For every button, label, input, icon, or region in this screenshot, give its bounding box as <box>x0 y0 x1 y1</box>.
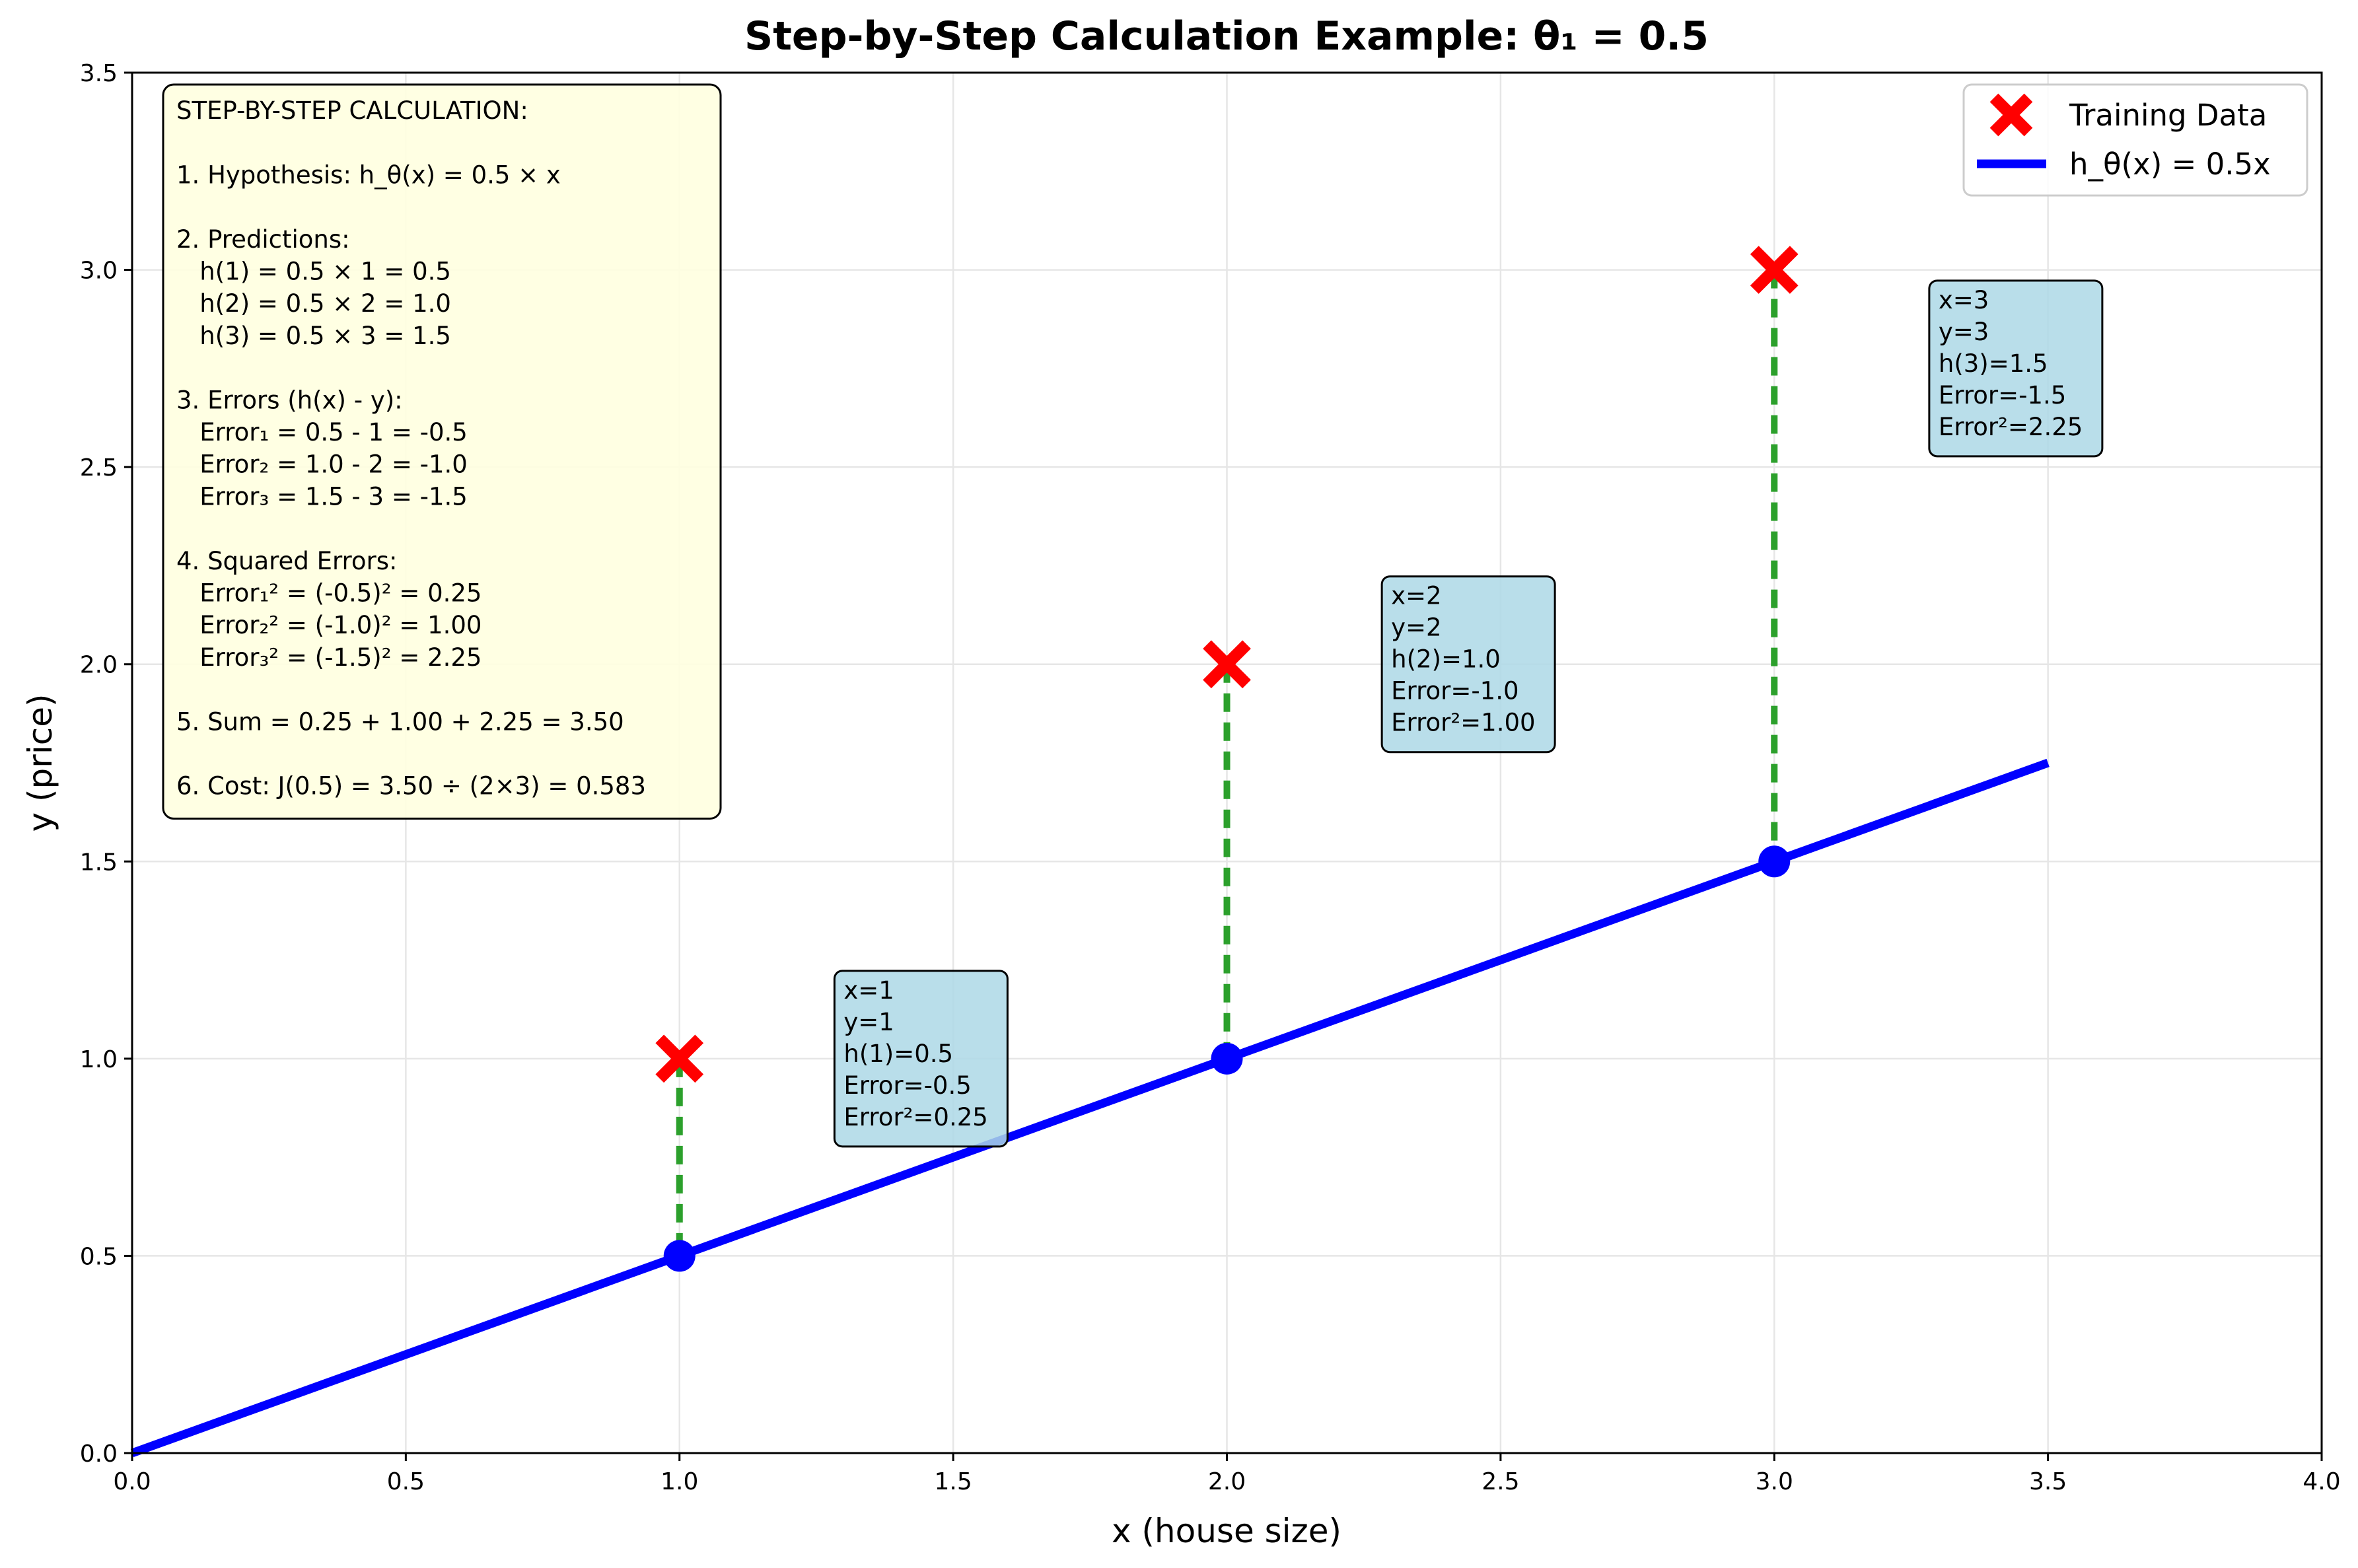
annotation-text: y=3 <box>1939 318 1989 346</box>
annotation-box: x=3 y=3 h(3)=1.5 Error=-1.5 Error²=2.25 <box>1928 279 2104 458</box>
prediction-point <box>663 1240 696 1272</box>
x-tick-label: 0.0 <box>113 1468 151 1495</box>
annotation-box: x=1 y=1 h(1)=0.5 Error=-0.5 Error²=0.25 <box>833 970 1009 1148</box>
annotation-text: h(2)=1.0 <box>1391 645 1501 674</box>
calculation-line: h(1) = 0.5 × 1 = 0.5 <box>176 258 451 286</box>
legend-label-training-data: Training Data <box>2069 98 2267 133</box>
x-axis-label: x (house size) <box>1112 1512 1341 1550</box>
annotation-box: x=2 y=2 h(2)=1.0 Error=-1.0 Error²=1.00 <box>1380 575 1556 754</box>
training-point <box>1750 246 1799 294</box>
x-tick-label: 0.5 <box>387 1468 425 1495</box>
y-tick-label: 0.5 <box>80 1243 118 1270</box>
calculation-line: Error₃ = 1.5 - 3 = -1.5 <box>176 482 468 511</box>
x-tick-label: 3.0 <box>1756 1468 1793 1495</box>
calculation-line: h(3) = 0.5 × 3 = 1.5 <box>176 322 451 350</box>
training-points <box>655 246 1799 1083</box>
annotation-text: x=3 <box>1939 286 1989 314</box>
calculation-line: 6. Cost: J(0.5) = 3.50 ÷ (2×3) = 0.583 <box>176 772 646 801</box>
hypothesis-line-layer <box>130 758 2050 1458</box>
calculation-line: 3. Errors (h(x) - y): <box>176 386 403 414</box>
annotation-text: y=2 <box>1391 614 1441 642</box>
calculation-line: Error₂² = (-1.0)² = 1.00 <box>176 611 482 639</box>
calculation-line: 2. Predictions: <box>176 225 350 254</box>
annotation-text: h(3)=1.5 <box>1939 349 2048 378</box>
calculation-line: 1. Hypothesis: h_θ(x) = 0.5 × x <box>176 160 561 189</box>
calculation-line: h(2) = 0.5 × 2 = 1.0 <box>176 289 451 318</box>
y-tick-label: 1.5 <box>80 849 118 876</box>
prediction-point <box>1758 845 1791 878</box>
annotation-text: y=1 <box>843 1008 894 1036</box>
y-tick-label: 2.0 <box>80 652 118 679</box>
x-tick-label: 2.5 <box>1482 1468 1519 1495</box>
x-tick-label: 1.5 <box>934 1468 972 1495</box>
annotation-boxes: x=1 y=1 h(1)=0.5 Error=-0.5 Error²=0.25 x=2 y=… <box>833 279 2104 1148</box>
calculation-line: 4. Squared Errors: <box>176 547 398 575</box>
prediction-points <box>663 845 1791 1272</box>
calculation-line: Error₂ = 1.0 - 2 = -1.0 <box>176 450 468 479</box>
annotation-text: x=2 <box>1391 582 1441 610</box>
annotation-text: h(1)=0.5 <box>843 1040 953 1068</box>
training-point <box>655 1034 704 1083</box>
axis-ticks: 0.0 0.5 1.0 1.5 2.0 2.5 3.0 3.5 4.0 0.0 0.5 1.0 1.5 2… <box>80 60 2341 1495</box>
annotation-text: x=1 <box>843 976 894 1005</box>
calculation-line: Error₁² = (-0.5)² = 0.25 <box>176 579 482 608</box>
x-tick-label: 4.0 <box>2303 1468 2340 1495</box>
annotation-text: Error=-1.5 <box>1939 381 2066 410</box>
annotation-text: Error²=0.25 <box>843 1103 987 1131</box>
y-tick-label: 3.0 <box>80 258 118 285</box>
y-axis-label: y (price) <box>21 694 59 832</box>
calculation-line: Error₃² = (-1.5)² = 2.25 <box>176 643 482 672</box>
x-tick-label: 1.0 <box>661 1468 698 1495</box>
x-tick-label: 2.0 <box>1208 1468 1246 1495</box>
y-tick-label: 0.0 <box>80 1441 118 1468</box>
calculation-line: Error₁ = 0.5 - 1 = -0.5 <box>176 418 468 446</box>
calculation-box: STEP-BY-STEP CALCULATION: 1. Hypothesis: … <box>162 83 722 820</box>
training-point <box>1203 640 1251 689</box>
chart-title: Step-by-Step Calculation Example: θ₁ = 0… <box>744 13 1709 59</box>
y-tick-label: 3.5 <box>80 60 118 87</box>
calculation-box-background <box>162 83 722 820</box>
residual-lines <box>676 269 1778 1256</box>
annotation-text: Error²=2.25 <box>1939 413 2083 441</box>
prediction-point <box>1211 1042 1243 1075</box>
calculation-line: 5. Sum = 0.25 + 1.00 + 2.25 = 3.50 <box>176 707 624 736</box>
legend-label-hypothesis: h_θ(x) = 0.5x <box>2069 147 2271 182</box>
annotation-text: Error=-0.5 <box>843 1071 971 1100</box>
y-tick-label: 2.5 <box>80 454 118 481</box>
x-tick-label: 3.5 <box>2029 1468 2067 1495</box>
legend: Training Data h_θ(x) = 0.5x <box>1962 83 2308 197</box>
calculation-line: STEP-BY-STEP CALCULATION: <box>176 96 528 125</box>
annotation-text: Error²=1.00 <box>1391 709 1535 737</box>
hypothesis-line <box>130 758 2050 1458</box>
y-tick-label: 1.0 <box>80 1046 118 1073</box>
annotation-text: Error=-1.0 <box>1391 677 1518 705</box>
legend-box <box>1962 83 2308 197</box>
legend-marker-training-data <box>1989 93 2033 137</box>
